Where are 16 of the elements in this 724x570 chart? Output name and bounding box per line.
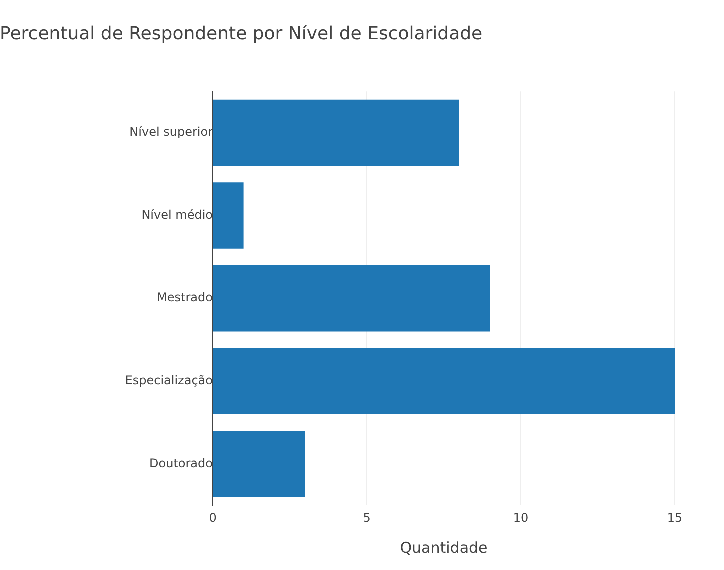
y-tick-label: Mestrado (157, 290, 213, 305)
bar (214, 348, 675, 415)
x-tick-label: 5 (363, 510, 371, 525)
y-tick-label: Doutorado (150, 456, 213, 470)
x-tick-label: 10 (513, 510, 529, 525)
x-tick-label: 0 (209, 510, 217, 525)
bar (214, 100, 460, 166)
x-axis-title: Quantidade (400, 538, 488, 557)
chart-title: Percentual de Respondente por Nível de Escolaridade (0, 23, 483, 44)
bar (214, 182, 244, 249)
x-tick-label: 15 (667, 510, 683, 525)
y-tick-label: Nível superior (130, 125, 214, 140)
y-tick-label: Nível médio (142, 208, 213, 222)
bar (214, 431, 306, 498)
bar (214, 265, 490, 332)
y-tick-label: Especialização (125, 374, 213, 388)
